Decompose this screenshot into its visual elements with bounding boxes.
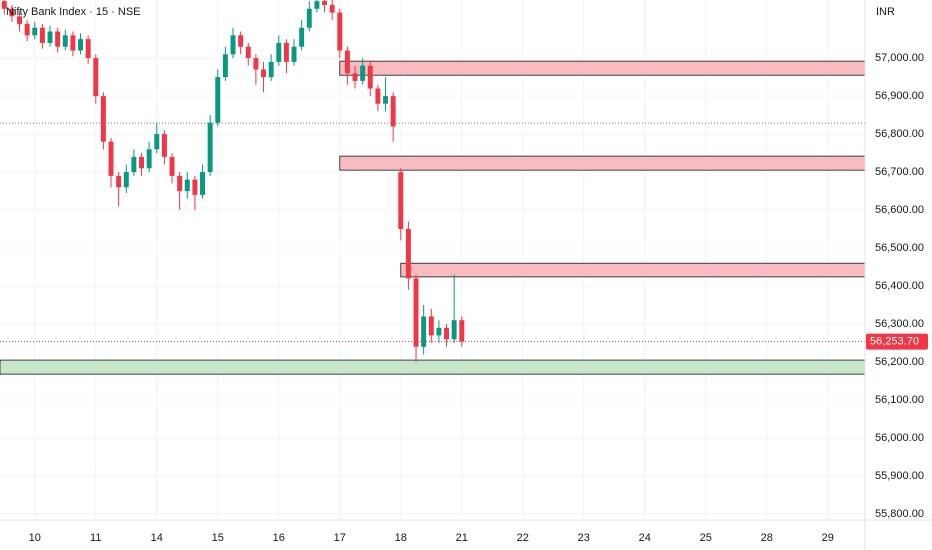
candle-body [344, 50, 350, 74]
chart-title: Nifty Bank Index · 15 · NSE [6, 6, 141, 18]
plot [0, 0, 866, 375]
x-tick-label: 21 [456, 532, 468, 544]
candle-body [123, 172, 129, 188]
last-price-box [866, 333, 928, 350]
y-tick-label: 56,800.00 [875, 128, 924, 140]
candle-body [413, 278, 419, 347]
candle-body [276, 42, 282, 62]
candle-body [238, 35, 244, 47]
x-tick-label: 29 [822, 532, 834, 544]
candle-body [100, 96, 106, 142]
x-tick-label: 25 [700, 532, 712, 544]
candle-body [207, 122, 213, 173]
candle-body [85, 39, 91, 59]
candle-body [108, 141, 114, 176]
y-tick-label: 56,000.00 [875, 432, 924, 444]
candle-body [17, 16, 22, 24]
candle-body [146, 149, 152, 169]
candle-body [47, 31, 53, 43]
candle-body [352, 73, 358, 81]
candle-body [283, 42, 289, 62]
candle-body [421, 316, 427, 347]
x-tick-label: 22 [517, 532, 529, 544]
candle-body [62, 35, 68, 47]
y-tick-label: 55,900.00 [875, 470, 924, 482]
candle-body [322, 1, 328, 5]
x-tick-label: 11 [90, 532, 101, 544]
candle-body [70, 35, 76, 51]
x-tick-label: 28 [761, 532, 773, 544]
y-tick-label: 57,000.00 [875, 52, 924, 64]
candle-body [405, 229, 411, 279]
y-tick-label: 55,800.00 [875, 508, 924, 520]
candle-body [360, 65, 366, 81]
candle-body [215, 77, 221, 123]
x-tick-label: 17 [334, 532, 346, 544]
candle-body [459, 320, 465, 342]
candle-body [116, 175, 122, 188]
candle-body [154, 134, 160, 150]
candle-body [131, 156, 137, 173]
zone [339, 155, 866, 171]
candle-body [329, 4, 335, 13]
candle-body [390, 96, 396, 127]
candle-body [78, 39, 84, 51]
y-tick-label: 56,700.00 [875, 166, 924, 178]
candle-body [436, 327, 442, 336]
zone [400, 262, 866, 278]
candle-body [299, 27, 305, 47]
y-tick-label: 56,300.00 [875, 318, 924, 330]
x-tick-label: 10 [29, 532, 41, 544]
y-tick-label: 56,200.00 [875, 356, 924, 368]
x-tick-label: 23 [578, 532, 590, 544]
candle-body [306, 8, 312, 28]
candle-body [139, 156, 145, 169]
candle-body [177, 175, 183, 192]
candle-body [337, 12, 343, 51]
candle-body [161, 134, 167, 157]
zone [0, 359, 866, 375]
last-price-label: 56,253.70 [870, 335, 919, 347]
candle-body [428, 316, 434, 336]
candle-body [39, 27, 45, 43]
zone [339, 60, 866, 76]
candle-body [55, 31, 61, 47]
candle-body [184, 179, 190, 192]
y-tick-label: 56,900.00 [875, 90, 924, 102]
candle-body [383, 96, 389, 104]
candle-body [1, 1, 7, 9]
y-tick-label: 56,100.00 [875, 394, 924, 406]
candle-body [230, 35, 236, 55]
candle-body [398, 172, 404, 230]
candle-body [169, 156, 175, 176]
candle-body [367, 65, 373, 89]
candle-body [222, 54, 228, 78]
x-tick-label: 14 [151, 532, 163, 544]
candle-body [291, 46, 297, 62]
candle-body [314, 1, 320, 9]
currency: INR [876, 6, 895, 18]
candle-body [253, 58, 259, 70]
candle-body [268, 61, 274, 78]
candle-body [32, 27, 38, 36]
grid [0, 0, 865, 520]
y-tick-label: 56,500.00 [875, 242, 924, 254]
y-tick-label: 56,400.00 [875, 280, 924, 292]
x-tick-label: 15 [212, 532, 224, 544]
x-tick-label: 24 [639, 532, 651, 544]
candle-body [9, 8, 15, 17]
x-tick-label: 16 [273, 532, 285, 544]
candle-body [261, 69, 267, 78]
candle-body [245, 46, 251, 59]
candle-body [200, 172, 206, 195]
candle-body [375, 88, 381, 104]
candle-body [451, 320, 457, 340]
candle-body [24, 23, 30, 36]
candle-body [93, 58, 99, 97]
candle-body [444, 327, 450, 340]
x-tick-label: 18 [395, 532, 407, 544]
candle-body [192, 179, 198, 195]
y-tick-label: 56,600.00 [875, 204, 924, 216]
